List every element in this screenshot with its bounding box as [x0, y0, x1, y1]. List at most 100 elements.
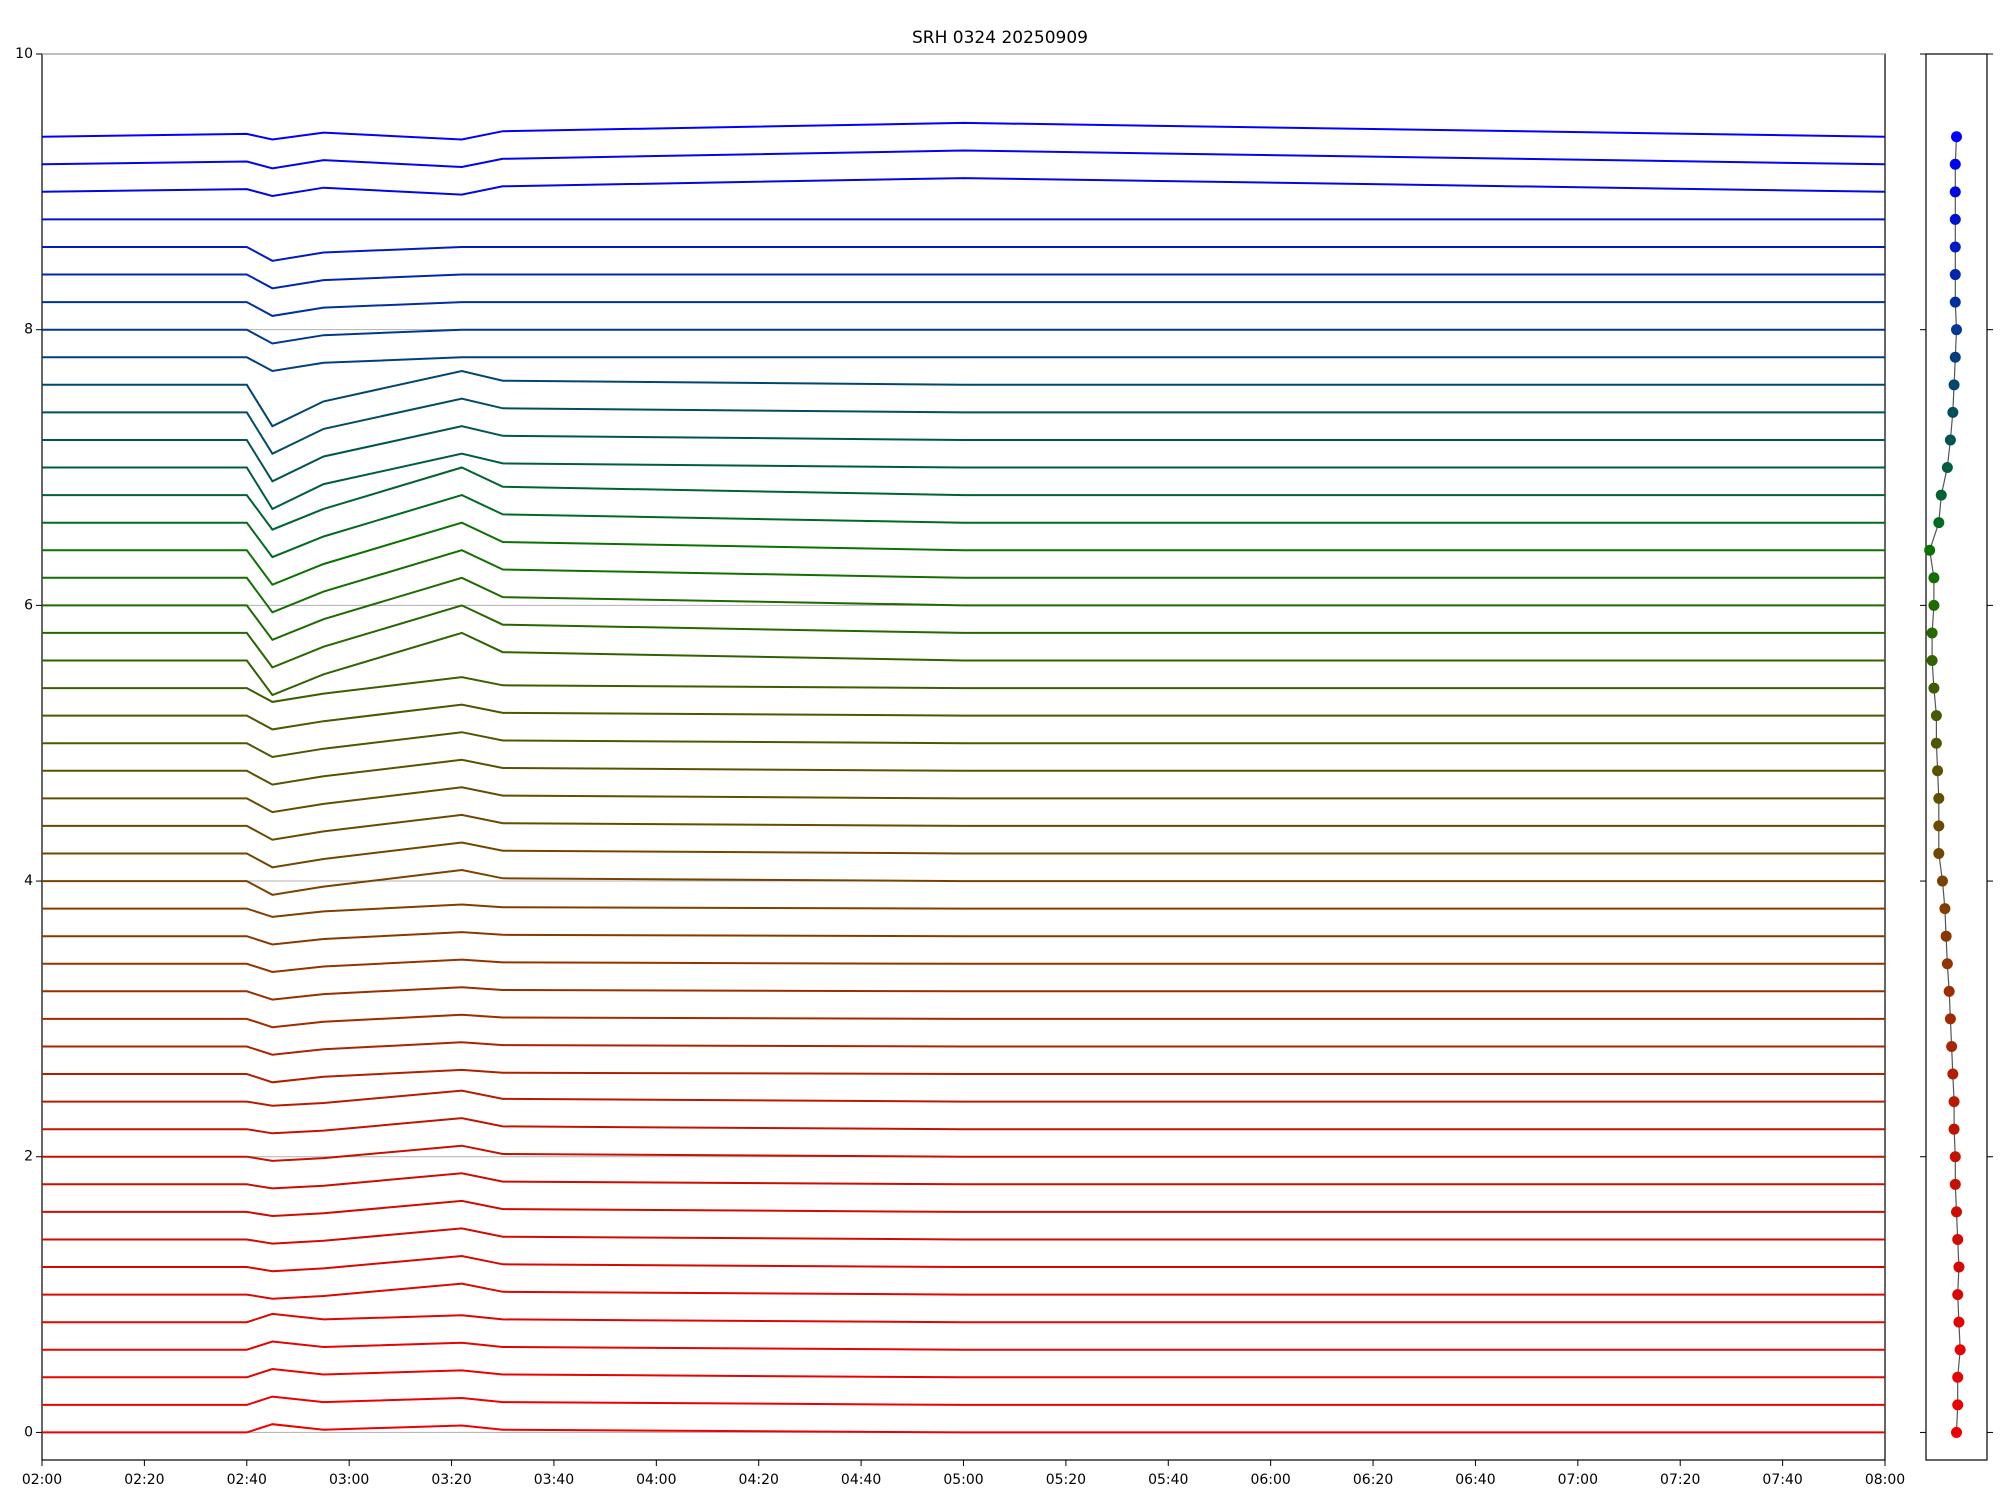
marker — [1951, 1206, 1962, 1218]
marker — [1935, 489, 1947, 501]
marker — [1951, 1426, 1962, 1438]
trace-line — [42, 676, 1885, 703]
trace-line — [42, 246, 1885, 262]
x-tick-label: 06:00 — [1250, 1472, 1290, 1488]
trace-line — [42, 868, 1885, 896]
marker — [1944, 434, 1956, 446]
x-tick-label: 03:00 — [329, 1472, 369, 1488]
trace-line — [42, 301, 1885, 317]
marker — [1948, 1096, 1960, 1108]
marker — [1949, 351, 1961, 363]
trace-line — [42, 425, 1885, 483]
trace-line — [42, 273, 1885, 290]
trace-line — [42, 631, 1885, 697]
marker — [1954, 1344, 1966, 1356]
trace-line — [42, 903, 1885, 918]
marker — [1949, 1151, 1961, 1163]
trace-line — [42, 758, 1885, 786]
marker — [1933, 820, 1945, 832]
trace-line — [42, 576, 1885, 642]
trace-line — [41, 149, 1886, 170]
chart-title: SRH 0324 20250909 — [912, 28, 1088, 48]
marker — [1947, 1068, 1959, 1080]
marker — [1949, 269, 1961, 281]
marker — [1947, 406, 1959, 418]
trace-line — [42, 1117, 1885, 1135]
x-tick-label: 04:00 — [636, 1472, 676, 1488]
marker — [1933, 847, 1945, 859]
trace-line — [42, 1013, 1885, 1029]
x-tick-label: 04:40 — [841, 1472, 881, 1488]
trace-line — [42, 356, 1885, 373]
trace-line — [42, 1089, 1885, 1107]
marker — [1928, 599, 1940, 611]
marker — [1943, 985, 1955, 997]
y-tick-label: 6 — [24, 597, 33, 613]
trace-line — [42, 1423, 1885, 1434]
trace-line — [42, 731, 1885, 759]
marker — [1951, 324, 1962, 336]
x-tick-label: 03:20 — [431, 1472, 471, 1488]
trace-line — [42, 986, 1885, 1001]
marker — [1928, 682, 1940, 694]
y-tick-label: 0 — [24, 1424, 33, 1440]
x-tick-label: 06:20 — [1353, 1472, 1393, 1488]
x-tick-label: 07:00 — [1558, 1472, 1598, 1488]
trace-line — [42, 931, 1885, 946]
side-axes-frame — [1925, 53, 1988, 1461]
marker — [1926, 655, 1938, 667]
marker — [1953, 1261, 1965, 1273]
trace-line — [42, 1068, 1885, 1084]
trace-line — [42, 1282, 1885, 1300]
trace-line — [42, 1367, 1885, 1379]
trace-line — [42, 369, 1885, 428]
marker — [1952, 1233, 1964, 1245]
trace-line — [41, 121, 1886, 141]
x-tick-label: 02:20 — [124, 1472, 164, 1488]
trace-line — [42, 841, 1885, 869]
marker — [1949, 1178, 1961, 1190]
marker — [1952, 1399, 1964, 1411]
marker — [1949, 241, 1961, 253]
y-tick-label: 2 — [24, 1149, 33, 1165]
marker — [1949, 158, 1961, 170]
marker — [1946, 1040, 1958, 1052]
x-tick-label: 02:40 — [227, 1472, 267, 1488]
trace-line — [42, 549, 1885, 614]
trace-line — [42, 1312, 1885, 1324]
marker — [1930, 710, 1942, 722]
trace-line — [42, 703, 1885, 731]
marker — [1924, 544, 1936, 556]
x-tick-label: 07:40 — [1762, 1472, 1802, 1488]
trace-line — [42, 1199, 1885, 1218]
marker — [1952, 1371, 1964, 1383]
trace-line — [42, 494, 1885, 559]
marker — [1952, 1289, 1964, 1301]
marker — [1940, 930, 1952, 942]
marker — [1939, 903, 1951, 915]
marker — [1951, 131, 1962, 143]
x-tick-label: 05:20 — [1046, 1472, 1086, 1488]
x-tick-label: 04:20 — [739, 1472, 779, 1488]
trace-line — [42, 1254, 1885, 1273]
marker — [1941, 462, 1953, 474]
trace-line — [42, 958, 1885, 974]
x-tick-label: 02:00 — [22, 1472, 62, 1488]
trace-line — [42, 521, 1885, 586]
marker — [1933, 517, 1945, 529]
trace-line — [42, 452, 1885, 511]
marker — [1949, 296, 1961, 308]
x-tick-label: 08:00 — [1865, 1472, 1905, 1488]
marker — [1944, 1013, 1956, 1025]
x-tick-label: 07:20 — [1660, 1472, 1700, 1488]
trace-line — [42, 1395, 1885, 1406]
trace-line — [42, 786, 1885, 814]
trace-line — [42, 1340, 1885, 1351]
x-tick-label: 06:40 — [1455, 1472, 1495, 1488]
x-tick-label: 05:40 — [1148, 1472, 1188, 1488]
y-tick-label: 4 — [24, 873, 33, 889]
trace-line — [42, 1041, 1885, 1056]
y-tick-label: 8 — [24, 322, 33, 338]
trace-line — [42, 1144, 1885, 1162]
